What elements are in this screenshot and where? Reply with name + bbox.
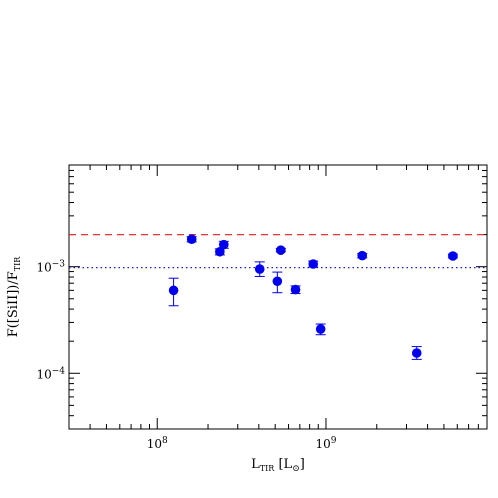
data-point [218, 239, 229, 250]
data-point [357, 250, 368, 261]
y-tick-label: 10−3 [36, 260, 65, 275]
data-point [315, 323, 326, 336]
data-point [168, 277, 179, 307]
data-marker [215, 246, 225, 257]
data-marker [357, 250, 368, 261]
y-tick-label: 10−4 [36, 366, 65, 381]
axis-ticks [68, 165, 488, 430]
data-point [272, 271, 283, 294]
data-point [290, 284, 301, 295]
data-marker [276, 245, 286, 255]
data-point [411, 346, 422, 360]
data-marker [290, 284, 301, 295]
data-point [275, 245, 286, 255]
data-marker [186, 234, 197, 245]
tick-labels: 108 109 10−4 10−3 [36, 260, 336, 451]
data-marker [272, 276, 283, 287]
data-point [308, 259, 319, 269]
data-points [168, 234, 458, 360]
data-marker [254, 264, 265, 274]
plot-frame [68, 164, 488, 430]
x-axis-label: LTIR [L⊙] [251, 457, 305, 474]
data-marker [218, 239, 229, 250]
data-marker [315, 324, 326, 334]
data-marker [168, 285, 179, 296]
x-tick-label: 108 [147, 436, 168, 451]
data-marker [308, 259, 318, 269]
data-marker [448, 251, 458, 261]
data-point [447, 251, 458, 261]
reference-lines [69, 234, 487, 269]
data-point [186, 234, 197, 245]
data-point [254, 261, 265, 277]
x-tick-label: 109 [315, 436, 336, 451]
data-marker [411, 348, 422, 358]
y-axis-label: F([SiII])/FTIR [6, 256, 22, 338]
